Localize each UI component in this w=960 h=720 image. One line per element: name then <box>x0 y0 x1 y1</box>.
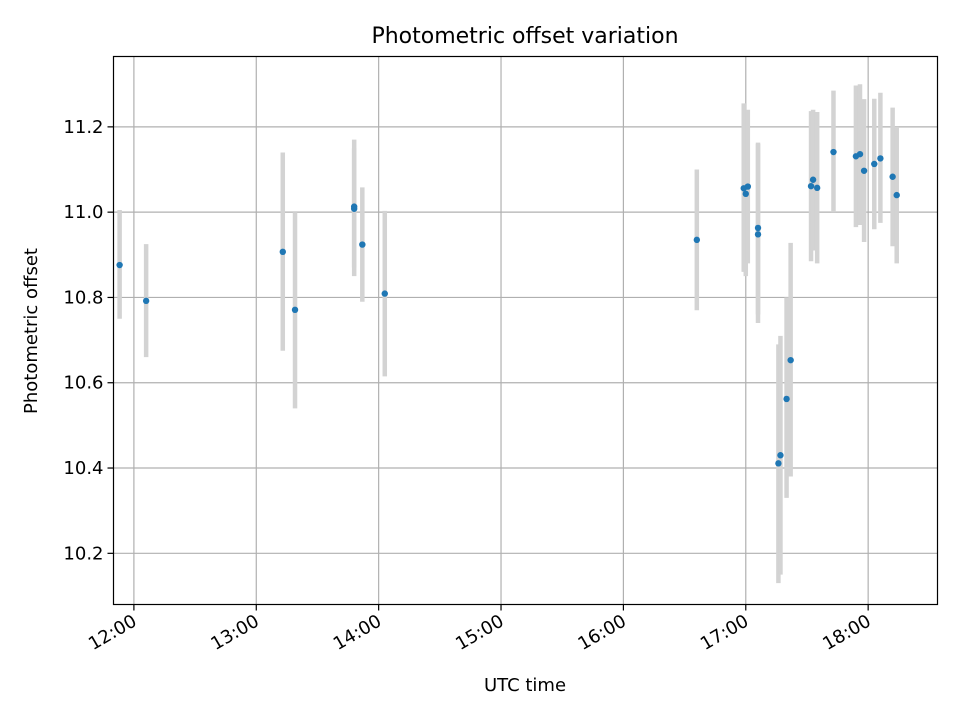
x-axis-title: UTC time <box>484 675 566 696</box>
y-tick-label: 10.2 <box>63 543 103 564</box>
chart-title: Photometric offset variation <box>371 24 678 49</box>
data-point <box>291 306 299 314</box>
data-point <box>783 395 790 403</box>
data-point <box>807 182 815 190</box>
data-point <box>359 241 366 248</box>
data-point <box>381 290 388 297</box>
data-point <box>754 224 762 232</box>
data-point <box>744 183 752 190</box>
data-point <box>813 184 821 192</box>
data-point <box>856 150 864 158</box>
data-points <box>116 148 900 467</box>
data-point <box>877 155 884 162</box>
y-axis-ticks: 10.2 10.4 10.6 10.8 11.0 11.2 <box>63 117 114 564</box>
y-axis-title: Photometric offset <box>21 248 42 414</box>
data-point <box>809 176 817 183</box>
y-tick-label: 10.8 <box>63 287 103 308</box>
data-point <box>116 261 123 269</box>
data-point <box>830 148 837 156</box>
y-tick-label: 10.6 <box>63 373 103 394</box>
y-tick-label: 11.2 <box>63 117 103 138</box>
data-point <box>279 248 286 256</box>
data-point <box>860 167 868 174</box>
data-point <box>742 190 749 198</box>
data-point <box>754 231 762 238</box>
y-tick-label: 11.0 <box>63 202 103 223</box>
data-point <box>777 452 784 459</box>
data-point <box>787 356 794 364</box>
data-point <box>142 297 150 305</box>
data-point <box>350 203 358 210</box>
data-point <box>775 460 782 467</box>
data-point <box>893 191 900 199</box>
data-point <box>871 160 878 168</box>
data-point <box>693 236 701 244</box>
y-tick-label: 10.4 <box>63 458 103 479</box>
plot-frame <box>112 55 939 606</box>
data-point <box>889 173 896 180</box>
